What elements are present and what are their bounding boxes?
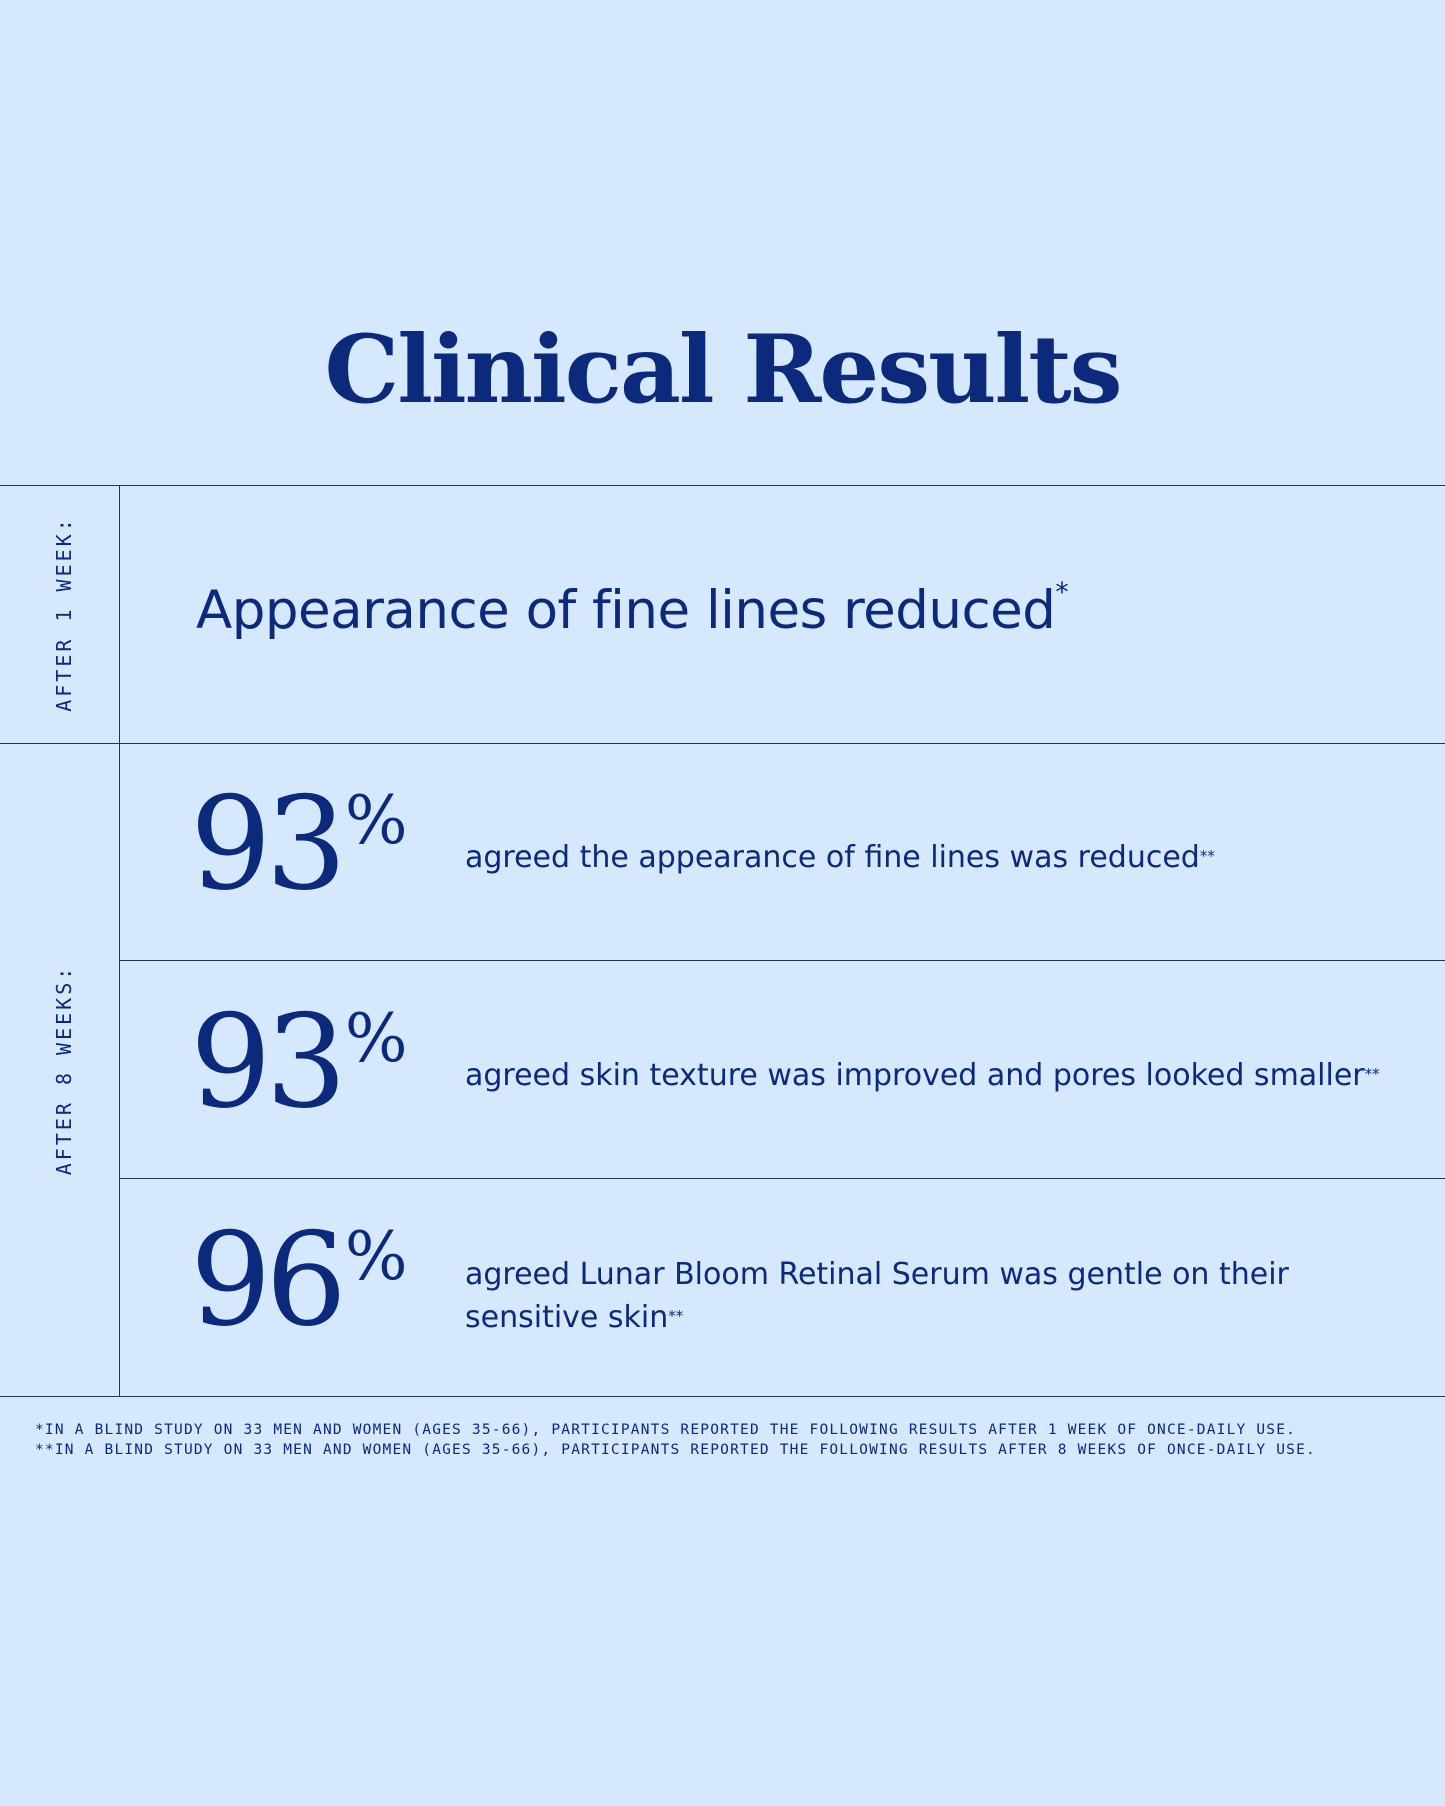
title: Clinical Results	[324, 315, 1122, 425]
footnote-mark: **	[668, 1306, 684, 1325]
result-text: Appearance of fine lines reduced	[196, 580, 1056, 641]
divider	[120, 1178, 1445, 1179]
section-label: AFTER 8 WEEKS:	[52, 964, 76, 1176]
stat: 96%	[190, 1206, 408, 1355]
stat-unit: %	[344, 1000, 408, 1077]
stat: 93%	[190, 988, 408, 1137]
result-text: agreed the appearance of fine lines was …	[465, 840, 1200, 875]
divider	[120, 960, 1445, 961]
stat-text: agreed skin texture was improved and por…	[465, 1054, 1385, 1097]
footnote: *IN A BLIND STUDY ON 33 MEN AND WOMEN (A…	[35, 1422, 1297, 1438]
footnote-mark: *	[1055, 577, 1069, 609]
stat-unit: %	[344, 1218, 408, 1295]
footnote-mark: **	[1364, 1064, 1380, 1083]
stat: 93%	[190, 770, 408, 919]
section-label: AFTER 1 WEEK:	[52, 516, 76, 712]
footnote-mark: **	[1199, 846, 1215, 865]
stat-text: agreed Lunar Bloom Retinal Serum was gen…	[465, 1253, 1345, 1339]
stat-number: 93	[190, 770, 347, 919]
result: Appearance of fine lines reduced*	[196, 577, 1069, 641]
footnote: **IN A BLIND STUDY ON 33 MEN AND WOMEN (…	[35, 1442, 1316, 1458]
result-text: agreed Lunar Bloom Retinal Serum was gen…	[465, 1257, 1289, 1335]
divider	[119, 485, 120, 1396]
divider	[0, 743, 1445, 744]
result-text: agreed skin texture was improved and por…	[465, 1058, 1365, 1093]
stat-unit: %	[344, 782, 408, 859]
stat-number: 96	[190, 1206, 347, 1355]
stat-number: 93	[190, 988, 347, 1137]
divider	[0, 1396, 1445, 1397]
stat-text: agreed the appearance of fine lines was …	[465, 836, 1385, 879]
divider	[0, 485, 1445, 486]
